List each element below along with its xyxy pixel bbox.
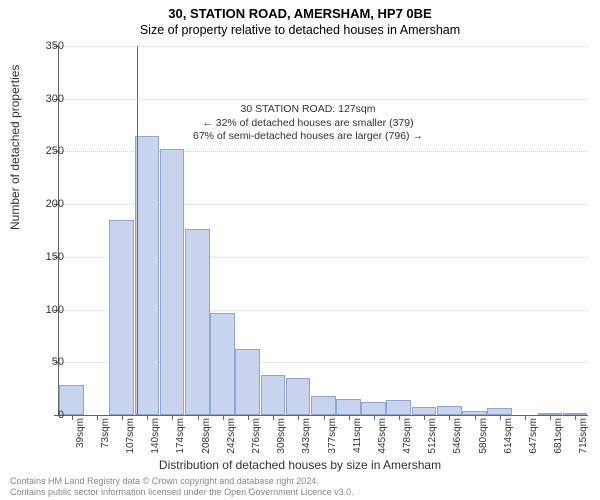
ytick-label: 0 xyxy=(34,409,64,421)
histogram-bar xyxy=(286,378,311,415)
histogram-bar xyxy=(235,349,260,415)
xtick-label: 681sqm xyxy=(553,418,564,454)
xtick-mark xyxy=(424,415,425,420)
histogram-bar xyxy=(386,400,411,415)
xtick-label: 140sqm xyxy=(150,418,161,454)
footer-line: Contains HM Land Registry data © Crown c… xyxy=(10,476,354,487)
annotation-line: 67% of semi-detached houses are larger (… xyxy=(193,130,423,144)
xtick-label: 478sqm xyxy=(402,418,413,454)
xtick-label: 614sqm xyxy=(503,418,514,454)
xtick-mark xyxy=(223,415,224,420)
xtick-label: 647sqm xyxy=(528,418,539,454)
xtick-label: 107sqm xyxy=(125,418,136,454)
plot-area: 39sqm73sqm107sqm140sqm174sqm208sqm242sqm… xyxy=(58,46,588,416)
xtick-label: 276sqm xyxy=(251,418,262,454)
xtick-label: 411sqm xyxy=(352,418,363,453)
annotation-line: 30 STATION ROAD: 127sqm xyxy=(193,103,423,117)
chart-subtitle: Size of property relative to detached ho… xyxy=(0,21,600,37)
xtick-mark xyxy=(122,415,123,420)
xtick-mark xyxy=(324,415,325,420)
ytick-label: 350 xyxy=(34,40,64,52)
histogram-bar xyxy=(361,402,386,415)
property-marker-line xyxy=(137,46,138,415)
xtick-mark xyxy=(273,415,274,420)
histogram-bar xyxy=(109,220,134,415)
ytick-label: 150 xyxy=(34,251,64,263)
xtick-label: 39sqm xyxy=(75,418,86,448)
histogram-bar xyxy=(261,375,286,415)
xtick-mark xyxy=(399,415,400,420)
xtick-label: 309sqm xyxy=(276,418,287,454)
xtick-mark xyxy=(475,415,476,420)
xtick-label: 445sqm xyxy=(377,418,388,454)
xtick-label: 242sqm xyxy=(226,418,237,454)
chart-title: 30, STATION ROAD, AMERSHAM, HP7 0BE xyxy=(0,0,600,21)
annotation-box: 30 STATION ROAD: 127sqm ← 32% of detache… xyxy=(187,100,429,147)
xtick-label: 580sqm xyxy=(478,418,489,454)
ytick-label: 50 xyxy=(34,356,64,368)
histogram-bar xyxy=(210,313,235,415)
xtick-label: 174sqm xyxy=(175,418,186,454)
gridline xyxy=(59,46,588,47)
xtick-label: 715sqm xyxy=(578,418,589,454)
xtick-label: 377sqm xyxy=(327,418,338,454)
y-axis-label: Number of detached properties xyxy=(8,65,22,230)
histogram-bar xyxy=(437,406,462,415)
histogram-bar xyxy=(336,399,361,415)
ytick-label: 250 xyxy=(34,145,64,157)
footer-line: Contains public sector information licen… xyxy=(10,487,354,498)
annotation-line: ← 32% of detached houses are smaller (37… xyxy=(193,117,423,131)
xtick-label: 343sqm xyxy=(301,418,312,454)
xtick-mark xyxy=(374,415,375,420)
xtick-label: 208sqm xyxy=(201,418,212,454)
xtick-mark xyxy=(449,415,450,420)
histogram-bar xyxy=(311,396,336,415)
footer-text: Contains HM Land Registry data © Crown c… xyxy=(10,476,354,498)
xtick-mark xyxy=(575,415,576,420)
histogram-bar xyxy=(160,149,185,415)
xtick-mark xyxy=(147,415,148,420)
ytick-label: 200 xyxy=(34,198,64,210)
xtick-mark xyxy=(550,415,551,420)
xtick-mark xyxy=(525,415,526,420)
xtick-mark xyxy=(198,415,199,420)
xtick-label: 512sqm xyxy=(427,418,438,454)
x-axis-label: Distribution of detached houses by size … xyxy=(0,458,600,472)
histogram-bar xyxy=(487,408,512,415)
xtick-label: 73sqm xyxy=(100,418,111,448)
xtick-mark xyxy=(97,415,98,420)
ytick-label: 100 xyxy=(34,304,64,316)
ytick-label: 300 xyxy=(34,93,64,105)
histogram-bar xyxy=(412,407,437,415)
xtick-mark xyxy=(298,415,299,420)
xtick-mark xyxy=(172,415,173,420)
xtick-label: 546sqm xyxy=(452,418,463,454)
histogram-bar xyxy=(185,229,210,415)
xtick-mark xyxy=(72,415,73,420)
xtick-mark xyxy=(349,415,350,420)
xtick-mark xyxy=(248,415,249,420)
xtick-mark xyxy=(500,415,501,420)
